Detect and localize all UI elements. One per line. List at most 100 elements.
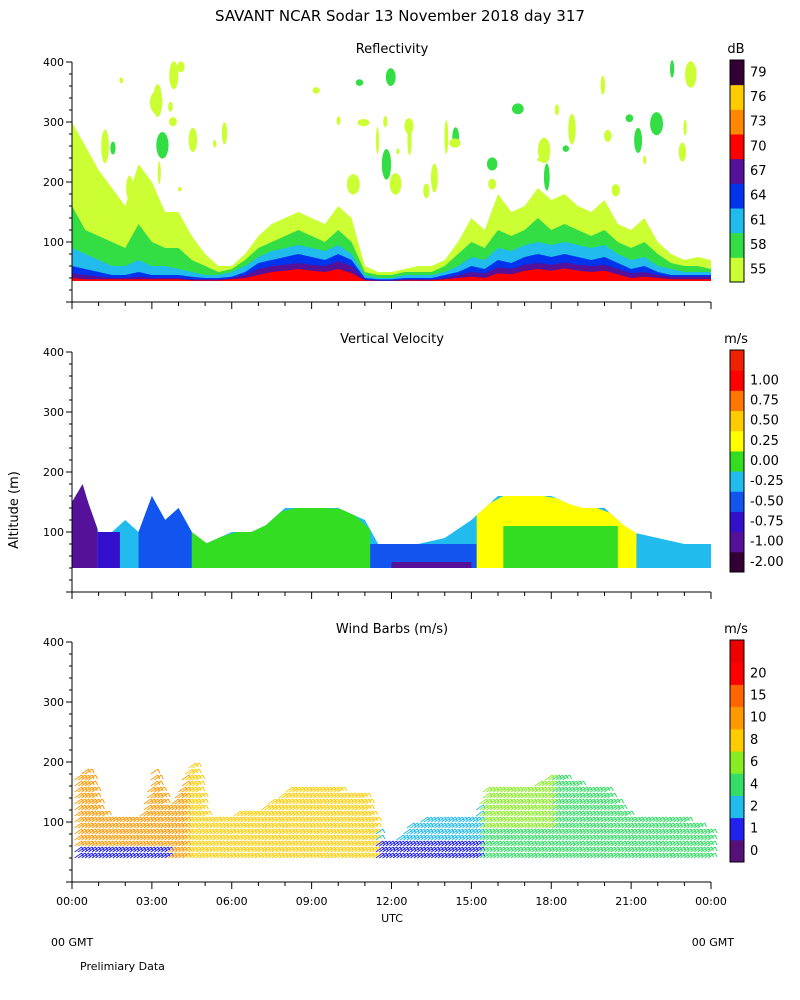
reflectivity-patch xyxy=(381,149,392,180)
wind-barb xyxy=(479,828,487,835)
wind-barb xyxy=(562,828,570,835)
wind-barb xyxy=(662,846,671,853)
wind-barb xyxy=(624,822,633,829)
wind-barb xyxy=(669,834,678,841)
wind-barb xyxy=(327,786,335,793)
wind-barb xyxy=(513,798,522,805)
wind-barb xyxy=(233,816,242,823)
wind-barb xyxy=(261,804,269,811)
wind-barb xyxy=(444,816,453,823)
wind-barb xyxy=(531,828,539,835)
wind-barb xyxy=(666,840,674,847)
wind-barb xyxy=(465,834,474,841)
wind-barb xyxy=(288,786,297,793)
wind-barb xyxy=(462,846,470,853)
wind-barb xyxy=(185,834,193,841)
wind-barb xyxy=(548,804,557,811)
wind-barb xyxy=(517,792,525,799)
wind-barb xyxy=(700,834,709,841)
wind-barb xyxy=(513,816,522,823)
wind-barb xyxy=(687,834,695,841)
wind-barb xyxy=(81,768,89,775)
wind-barb xyxy=(257,816,266,823)
wind-barb-flag xyxy=(202,774,206,780)
wind-barb-flag xyxy=(101,804,105,810)
reflectivity-patch xyxy=(221,122,228,145)
wind-barb xyxy=(590,786,598,793)
wind-barb xyxy=(555,792,564,799)
wind-barb xyxy=(320,792,328,799)
wind-barb xyxy=(576,846,584,853)
wind-barb xyxy=(489,846,498,853)
colorbar-swatch xyxy=(730,84,744,110)
wind-barb xyxy=(119,828,127,835)
wind-barb xyxy=(302,798,311,805)
wind-barb xyxy=(226,828,235,835)
wind-barb xyxy=(153,816,162,823)
wind-barb xyxy=(603,816,612,823)
colorbar-swatch xyxy=(730,232,744,258)
wind-barb xyxy=(607,816,615,823)
wind-barb xyxy=(84,810,93,817)
wind-barb xyxy=(520,810,529,817)
wind-barb xyxy=(707,840,716,847)
wind-barb xyxy=(541,780,550,787)
wind-barb xyxy=(541,810,550,817)
wind-barb xyxy=(552,822,560,829)
wind-barb xyxy=(368,834,377,841)
wind-barb xyxy=(413,840,422,847)
wind-barb xyxy=(507,816,515,823)
wind-barb xyxy=(112,816,121,823)
wind-barb xyxy=(313,822,321,829)
wind-barb xyxy=(327,822,335,829)
wind-barb xyxy=(167,834,176,841)
wind-barb xyxy=(275,834,283,841)
wind-barb xyxy=(143,840,152,847)
wind-barb xyxy=(181,792,190,799)
wind-barb xyxy=(586,822,595,829)
wind-barb xyxy=(507,804,515,811)
wind-barb xyxy=(552,780,560,787)
wind-barb xyxy=(482,846,491,853)
colorbar-frame xyxy=(729,639,745,863)
wind-barb xyxy=(198,816,207,823)
wind-barb xyxy=(160,840,169,847)
wind-barb xyxy=(133,840,141,847)
wind-barb xyxy=(209,840,217,847)
wind-barb xyxy=(624,840,633,847)
wind-barb xyxy=(306,828,314,835)
wind-barb xyxy=(316,828,325,835)
wind-barb xyxy=(136,852,145,859)
wind-barb xyxy=(375,846,384,853)
wind-barb xyxy=(136,834,145,841)
wind-barb xyxy=(271,834,280,841)
wind-barb xyxy=(683,852,692,859)
wind-barb xyxy=(133,816,141,823)
wind-barb xyxy=(129,846,138,853)
wind-barb xyxy=(434,840,442,847)
wind-barb xyxy=(354,852,363,859)
wind-barb xyxy=(299,792,307,799)
wind-barb xyxy=(507,810,515,817)
wind-barb xyxy=(583,816,591,823)
wind-barb xyxy=(268,816,276,823)
reflectivity-patch xyxy=(684,61,697,88)
wind-barb xyxy=(593,804,602,811)
wind-barb xyxy=(444,846,453,853)
wind-barb xyxy=(185,840,193,847)
wind-barb xyxy=(493,834,501,841)
wind-barb xyxy=(91,798,100,805)
wind-barb xyxy=(88,846,96,853)
wind-barb xyxy=(572,840,581,847)
wind-barb xyxy=(517,834,525,841)
wind-barb xyxy=(105,846,114,853)
wind-barb xyxy=(486,798,494,805)
wind-barb xyxy=(160,810,169,817)
wind-barb xyxy=(655,846,664,853)
wind-barb xyxy=(278,816,287,823)
wind-barb xyxy=(195,804,204,811)
wind-barb xyxy=(680,852,688,859)
wind-barb xyxy=(669,828,678,835)
wind-barb xyxy=(174,834,183,841)
wind-barb xyxy=(292,840,301,847)
